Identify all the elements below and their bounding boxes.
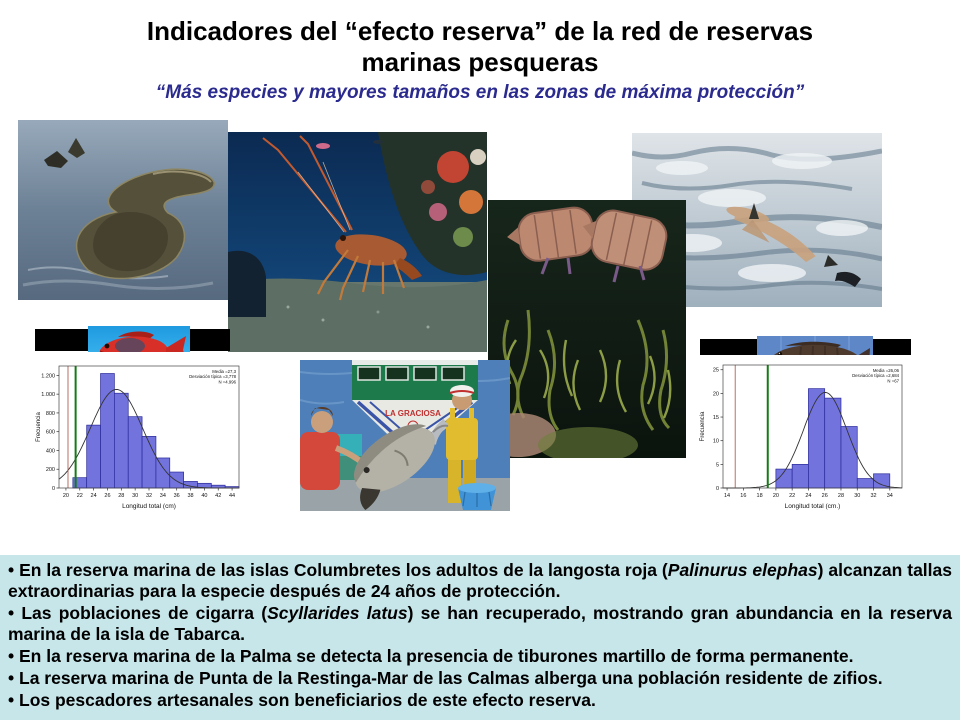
page-title: Indicadores del “efecto reserva” de la r… (0, 16, 960, 78)
svg-text:1.200: 1.200 (41, 373, 55, 379)
svg-text:44: 44 (229, 493, 235, 499)
svg-text:20: 20 (713, 391, 719, 397)
boat-name-label: LA GRACIOSA (385, 409, 441, 418)
svg-text:1.000: 1.000 (41, 392, 55, 398)
svg-text:Longitud total (cm): Longitud total (cm) (122, 503, 176, 510)
svg-text:10: 10 (713, 439, 719, 445)
bullet-item: • En la reserva marina de la Palma se de… (8, 646, 854, 666)
svg-text:0: 0 (52, 486, 55, 492)
slipper-lobster-photo (488, 200, 686, 458)
svg-text:26: 26 (822, 493, 828, 499)
svg-text:14: 14 (724, 493, 730, 499)
svg-text:800: 800 (46, 411, 55, 417)
svg-text:34: 34 (160, 493, 166, 499)
svg-text:N =4.996: N =4.996 (218, 379, 236, 384)
title-line-1: Indicadores del “efecto reserva” de la r… (146, 16, 814, 46)
svg-text:18: 18 (757, 493, 763, 499)
svg-text:24: 24 (805, 493, 811, 499)
bullet-item: • Las poblaciones de cigarra (Scyllaride… (8, 603, 952, 644)
svg-text:34: 34 (887, 493, 893, 499)
bullet-item: • La reserva marina de Punta de la Resti… (8, 668, 883, 688)
bullet-list: • En la reserva marina de las islas Colu… (8, 560, 952, 711)
title-line-2: marinas pesqueras (361, 47, 599, 77)
red-spiny-lobster-photo (228, 132, 487, 352)
svg-text:28: 28 (118, 493, 124, 499)
svg-text:15: 15 (713, 415, 719, 421)
svg-text:26: 26 (104, 493, 110, 499)
svg-text:16: 16 (740, 493, 746, 499)
summary-panel: • En la reserva marina de las islas Colu… (0, 555, 960, 720)
bullet-item: • En la reserva marina de las islas Colu… (8, 560, 952, 601)
svg-text:Media =27,3: Media =27,3 (212, 369, 236, 374)
svg-text:40: 40 (201, 493, 207, 499)
svg-text:32: 32 (870, 493, 876, 499)
svg-text:Media =26,06: Media =26,06 (873, 368, 900, 373)
svg-text:20: 20 (63, 493, 69, 499)
histogram-left-longitud-total: 20 22 24 26 28 30 32 34 36 38 40 42 44 0 200 400 600 800 1… (33, 352, 249, 522)
svg-text:Desviación típica =3,778: Desviación típica =3,778 (189, 374, 237, 379)
svg-text:Longitud total (cm.): Longitud total (cm.) (785, 503, 841, 510)
svg-text:200: 200 (46, 467, 55, 473)
svg-text:36: 36 (174, 493, 180, 499)
svg-text:Frecuencia: Frecuencia (36, 412, 42, 442)
svg-text:400: 400 (46, 448, 55, 454)
svg-text:32: 32 (146, 493, 152, 499)
svg-text:28: 28 (838, 493, 844, 499)
bullet-item: • Los pescadores artesanales son benefic… (8, 690, 596, 710)
svg-text:20: 20 (773, 493, 779, 499)
histogram-right-longitud-total: 14 16 18 20 22 24 26 28 30 32 34 0 5 10 15 20 25 Longitud… (697, 355, 912, 520)
svg-text:42: 42 (215, 493, 221, 499)
svg-text:30: 30 (132, 493, 138, 499)
svg-text:5: 5 (716, 462, 719, 468)
svg-text:22: 22 (77, 493, 83, 499)
svg-text:600: 600 (46, 430, 55, 436)
svg-text:22: 22 (789, 493, 795, 499)
subtitle: “Más especies y mayores tamaños en las z… (155, 82, 805, 103)
svg-text:Frecuencia: Frecuencia (700, 411, 706, 441)
svg-text:Desviación típica =2,684: Desviación típica =2,684 (852, 373, 900, 378)
svg-text:N =67: N =67 (887, 378, 899, 383)
fishing-boat-grouper-photo: LA GRACIOSA (300, 360, 510, 511)
svg-text:24: 24 (91, 493, 97, 499)
svg-text:0: 0 (716, 486, 719, 492)
columbretes-island-aerial-photo (18, 120, 228, 300)
svg-text:30: 30 (854, 493, 860, 499)
svg-text:25: 25 (713, 368, 719, 374)
svg-text:38: 38 (187, 493, 193, 499)
